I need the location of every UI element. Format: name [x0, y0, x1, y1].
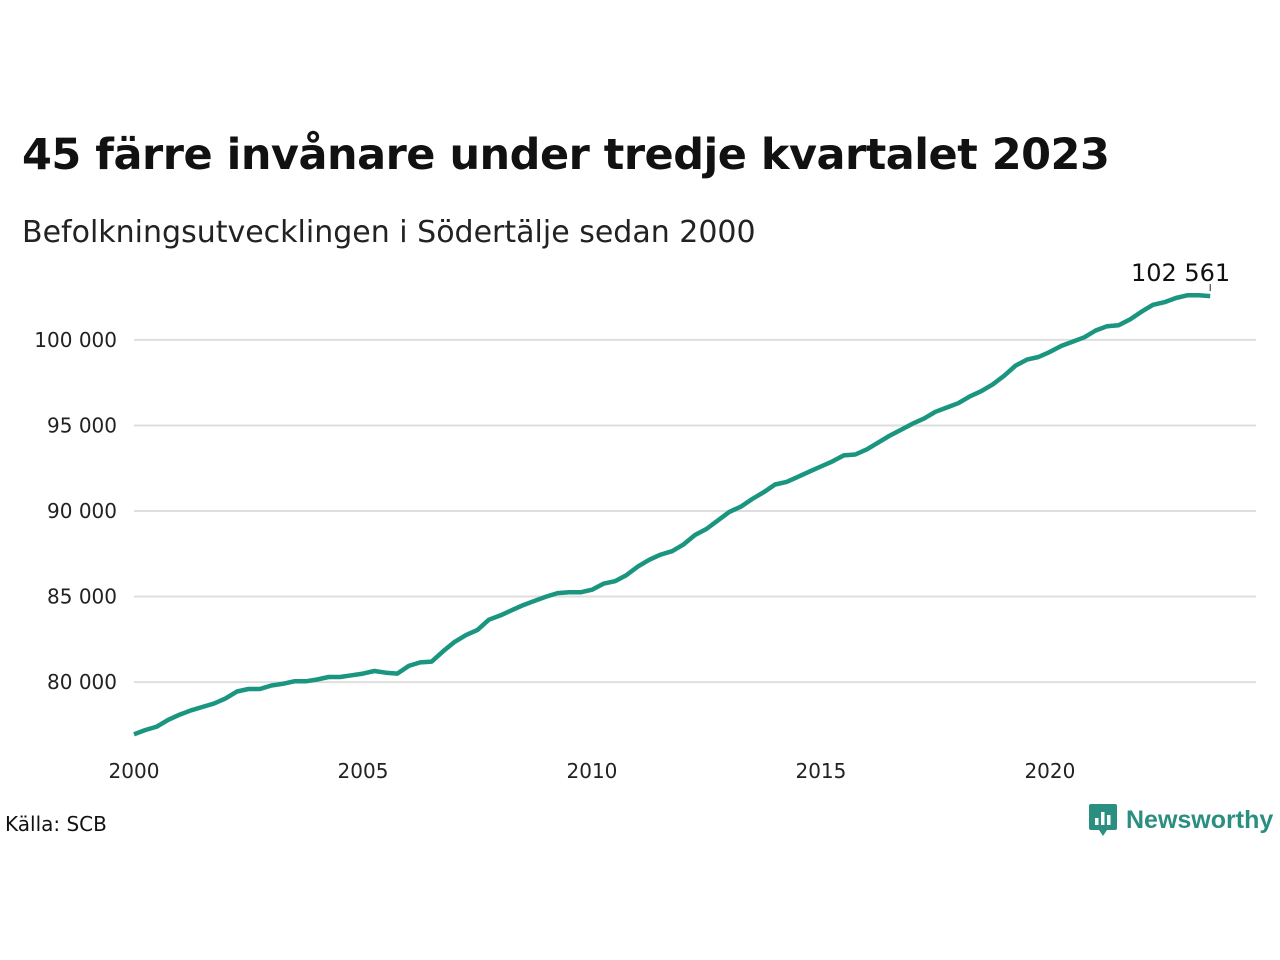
y-tick-label: 90 000 [47, 499, 117, 523]
chart-bubble-icon [1089, 804, 1117, 836]
y-tick-label: 95 000 [47, 413, 117, 437]
source-note: Källa: SCB [5, 812, 107, 836]
x-tick-label: 2020 [1024, 759, 1075, 783]
end-value-label: 102 561 [1131, 259, 1230, 287]
chart-title: 45 färre invånare under tredje kvartalet… [22, 130, 1110, 180]
y-tick-label: 100 000 [34, 328, 117, 352]
x-tick-label: 2005 [338, 759, 389, 783]
series-line [133, 293, 1211, 737]
annotation-layer: 102 561 [1131, 259, 1230, 292]
x-tick-label: 2000 [109, 759, 160, 783]
y-tick-label: 85 000 [47, 585, 117, 609]
x-tick-label: 2010 [567, 759, 618, 783]
series-layer [133, 293, 1211, 737]
x-tick-label: 2015 [795, 759, 846, 783]
gridlines [134, 338, 1256, 684]
brand-name: Newsworthy [1126, 805, 1274, 834]
brand-logo: Newsworthy [1088, 803, 1273, 837]
x-axis-tick-labels: 2000 2005 2010 2015 2020 [109, 759, 1076, 783]
chart-subtitle: Befolkningsutvecklingen i Södertälje sed… [22, 215, 756, 250]
y-axis-tick-labels: 80 000 85 000 90 000 95 000 100 000 [34, 328, 117, 694]
y-tick-label: 80 000 [47, 670, 117, 694]
